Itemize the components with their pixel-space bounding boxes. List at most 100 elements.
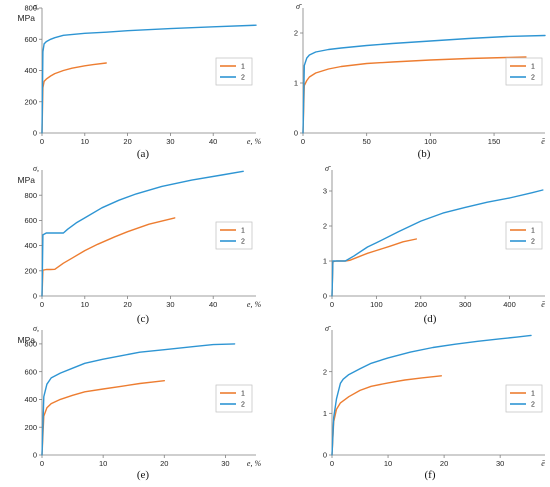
y-tick-label: 800	[24, 4, 37, 13]
legend-label: 1	[241, 391, 245, 398]
x-tick-label: 30	[221, 459, 229, 468]
x-tick-label: 40	[209, 300, 217, 309]
x-axis-label: e, %	[247, 459, 262, 468]
y-tick-label: 800	[24, 191, 37, 200]
legend: 12	[215, 384, 253, 413]
x-tick-label: 10	[384, 459, 392, 468]
x-tick-label: 0	[40, 459, 44, 468]
panel-caption: (d)	[424, 313, 437, 325]
legend-label: 1	[241, 64, 245, 71]
legend-box	[505, 221, 543, 250]
x-axis-label: e, %	[247, 137, 262, 146]
y-axis-label: σ,	[33, 324, 39, 333]
x-tick-label: 0	[301, 137, 305, 146]
x-axis-label: ē	[541, 300, 545, 309]
legend-box	[215, 384, 253, 413]
y-tick-label: 400	[24, 66, 37, 75]
legend: 12	[215, 221, 253, 250]
series-line-1	[41, 217, 176, 297]
x-tick-label: 30	[166, 137, 174, 146]
panel-caption: (b)	[418, 148, 431, 160]
x-tick-label: 300	[459, 300, 472, 309]
panel-caption: (f)	[425, 469, 436, 481]
y-tick-label: 200	[24, 266, 37, 275]
y-tick-label: 0	[294, 129, 298, 138]
legend: 12	[505, 221, 543, 250]
legend-label: 2	[241, 402, 245, 409]
x-tick-label: 20	[160, 459, 168, 468]
legend-label: 2	[241, 75, 245, 82]
x-tick-label: 20	[123, 300, 131, 309]
y-tick-label: 0	[33, 129, 37, 138]
legend: 12	[505, 384, 543, 413]
y-tick-label: 1	[323, 257, 327, 266]
y-tick-label: 200	[24, 423, 37, 432]
legend-box	[505, 384, 543, 413]
y-tick-label: 600	[24, 216, 37, 225]
y-tick-label: 0	[33, 451, 37, 460]
series-line-1	[302, 56, 527, 134]
x-tick-label: 0	[330, 459, 334, 468]
y-axis-label: σ̄	[325, 164, 331, 173]
y-tick-label: 400	[24, 395, 37, 404]
legend-box	[215, 221, 253, 250]
series-line-1	[41, 62, 107, 134]
x-tick-label: 150	[488, 137, 501, 146]
series-line-2	[41, 170, 244, 297]
legend-label: 2	[241, 239, 245, 246]
y-axis-label: σ,	[33, 2, 39, 11]
x-tick-label: 20	[440, 459, 448, 468]
series-line-1	[41, 380, 165, 456]
y-tick-label: 0	[323, 451, 327, 460]
series-line-2	[331, 189, 544, 297]
x-tick-label: 100	[424, 137, 437, 146]
legend: 12	[215, 57, 253, 86]
y-axis-unit: MPa	[18, 175, 36, 185]
legend-box	[215, 57, 253, 86]
x-axis-label: ē	[541, 137, 545, 146]
series-line-1	[331, 375, 442, 456]
y-tick-label: 800	[24, 339, 37, 348]
y-tick-label: 200	[24, 97, 37, 106]
x-tick-label: 10	[81, 300, 89, 309]
legend-label: 1	[531, 228, 535, 235]
legend: 12	[505, 57, 543, 86]
series-line-2	[41, 343, 236, 456]
y-axis-label: σ̄	[296, 2, 302, 11]
y-tick-label: 600	[24, 367, 37, 376]
legend-label: 2	[531, 402, 535, 409]
x-tick-label: 40	[209, 137, 217, 146]
series-line-2	[302, 34, 546, 134]
legend-box	[505, 57, 543, 86]
x-tick-label: 10	[99, 459, 107, 468]
series-line-2	[331, 334, 532, 456]
y-tick-label: 2	[323, 367, 327, 376]
x-axis-label: e, %	[247, 300, 262, 309]
y-tick-label: 0	[323, 292, 327, 301]
panel-caption: (c)	[137, 313, 150, 325]
x-tick-label: 50	[363, 137, 371, 146]
x-tick-label: 400	[503, 300, 516, 309]
x-tick-label: 0	[40, 137, 44, 146]
x-tick-label: 0	[40, 300, 44, 309]
x-tick-label: 100	[370, 300, 383, 309]
legend-label: 1	[531, 64, 535, 71]
legend-label: 2	[531, 75, 535, 82]
y-tick-label: 400	[24, 241, 37, 250]
series-line-2	[41, 24, 257, 134]
y-axis-label: σ,	[33, 164, 39, 173]
x-tick-label: 200	[414, 300, 427, 309]
x-axis-label: ē	[541, 459, 545, 468]
x-tick-label: 30	[166, 300, 174, 309]
panel-caption: (e)	[137, 469, 150, 481]
y-tick-label: 1	[323, 409, 327, 418]
y-tick-label: 600	[24, 35, 37, 44]
legend-label: 2	[531, 239, 535, 246]
x-tick-label: 0	[330, 300, 334, 309]
y-axis-unit: MPa	[18, 13, 36, 23]
x-tick-label: 10	[81, 137, 89, 146]
